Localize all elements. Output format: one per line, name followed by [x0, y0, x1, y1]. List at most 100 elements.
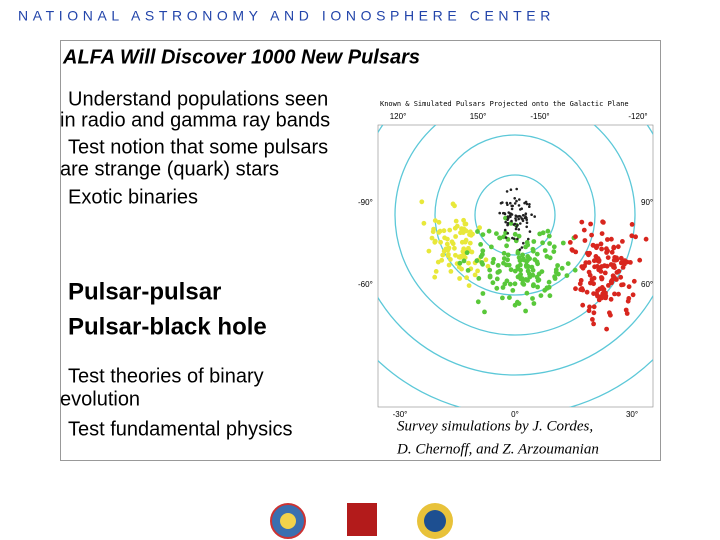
figure-frame — [377, 124, 654, 408]
pulsar-dot — [599, 231, 605, 237]
pulsar-dot — [498, 211, 502, 215]
figure-title: Known & Simulated Pulsars Projected onto… — [380, 100, 629, 108]
pulsar-dot — [513, 202, 517, 205]
bullet-text: are strange (quark) stars — [60, 158, 279, 180]
pulsar-dot — [480, 232, 486, 238]
pulsar-dot — [510, 219, 513, 223]
pulsar-dot — [514, 219, 518, 222]
pulsar-dot — [590, 242, 596, 248]
slide-title: ALFA Will Discover 1000 New Pulsars — [62, 46, 420, 68]
pulsar-dot — [480, 261, 485, 267]
pulsar-dot — [429, 235, 435, 241]
pulsar-dot — [573, 286, 578, 292]
pulsar-dot — [439, 257, 445, 263]
pulsar-dot — [551, 244, 557, 250]
pulsar-dot — [572, 267, 578, 273]
pulsar-dot — [512, 231, 518, 237]
pulsar-dot — [616, 291, 621, 297]
pulsar-dot — [501, 250, 507, 256]
pulsar-dot — [480, 252, 485, 257]
pulsar-dot — [468, 229, 473, 235]
pulsar-dot — [504, 243, 509, 249]
pulsar-dot — [615, 244, 621, 250]
pulsar-dot — [480, 291, 486, 296]
ring — [394, 125, 636, 336]
pulsar-dot — [517, 204, 521, 207]
pulsar-dot — [480, 248, 486, 254]
pulsar-dot — [612, 291, 617, 297]
pulsar-dot — [533, 215, 536, 218]
pulsar-dot — [599, 264, 605, 269]
pulsar-dot — [604, 263, 610, 269]
pulsar-dot — [487, 267, 493, 273]
pulsar-dot — [584, 289, 590, 295]
pulsar-dot — [457, 276, 462, 281]
pulsar-dot — [472, 272, 478, 278]
pulsar-dot — [524, 240, 530, 245]
pulsar-dot — [446, 262, 452, 268]
pulsar-dot — [440, 252, 446, 258]
pulsar-dot — [602, 270, 608, 276]
pulsar-dot — [508, 267, 514, 273]
pulsar-dot — [600, 219, 605, 225]
pulsar-dot — [497, 235, 502, 241]
caption: D. Chernoff, and Z. Arzoumanian — [396, 441, 599, 457]
logo — [280, 513, 296, 529]
pulsar-dot — [438, 239, 443, 245]
pulsar-dot — [622, 261, 627, 267]
pulsar-dot — [461, 252, 466, 258]
pulsar-dot — [637, 257, 643, 263]
pulsar-dot — [591, 310, 597, 316]
pulsar-dot — [510, 207, 514, 211]
pulsar-dot — [628, 260, 633, 265]
pulsar-dot — [521, 257, 526, 263]
axis-label: -60° — [358, 280, 373, 289]
pulsar-dot — [507, 281, 513, 287]
pulsar-dot — [525, 221, 529, 224]
pulsar-dot — [487, 274, 493, 280]
pulsar-dot — [545, 228, 551, 234]
pulsar-dot — [591, 258, 597, 264]
pulsar-dot — [457, 260, 463, 266]
pulsar-dot — [474, 258, 480, 264]
pulsar-dot — [579, 219, 585, 225]
pulsar-dot — [569, 247, 575, 253]
pulsar-dot — [599, 295, 605, 301]
pulsar-dot — [500, 285, 506, 290]
ring — [378, 125, 653, 376]
pulsar-dot — [506, 223, 510, 226]
bullet-text: Exotic binaries — [68, 186, 198, 208]
pulsar-dot — [465, 268, 471, 273]
pulsar-dot — [495, 270, 501, 275]
pulsar-dot — [618, 274, 624, 280]
pulsar-dot — [542, 248, 548, 253]
pulsar-dot — [604, 326, 609, 332]
pulsar-dot — [445, 253, 451, 259]
pulsar-dot — [502, 281, 508, 287]
pulsar-dot — [453, 218, 459, 224]
pulsar-dot — [485, 263, 491, 269]
bullet-text: evolution — [60, 388, 140, 410]
pulsar-dot — [519, 215, 522, 218]
logos — [270, 503, 453, 539]
pulsar-dot — [546, 279, 552, 285]
pulsar-dot — [619, 282, 624, 288]
pulsar-dot — [598, 269, 604, 274]
pulsar-dot — [495, 263, 501, 268]
content-box — [60, 40, 661, 461]
pulsar-dot — [442, 235, 447, 241]
pulsar-dot — [515, 299, 520, 305]
pulsar-dot — [508, 221, 514, 226]
pulsar-dot — [514, 217, 517, 220]
pulsar-dot — [530, 248, 536, 254]
pulsar-dot — [419, 199, 425, 205]
pulsar-dot — [623, 307, 629, 313]
pulsar-dot — [489, 244, 494, 250]
pulsar-dot — [515, 187, 518, 191]
pulsar-dot — [506, 262, 512, 268]
pulsar-dot — [606, 283, 611, 288]
pulsar-dot — [449, 239, 455, 245]
pulsar-dot — [528, 230, 532, 233]
pulsar-dot — [466, 260, 471, 266]
